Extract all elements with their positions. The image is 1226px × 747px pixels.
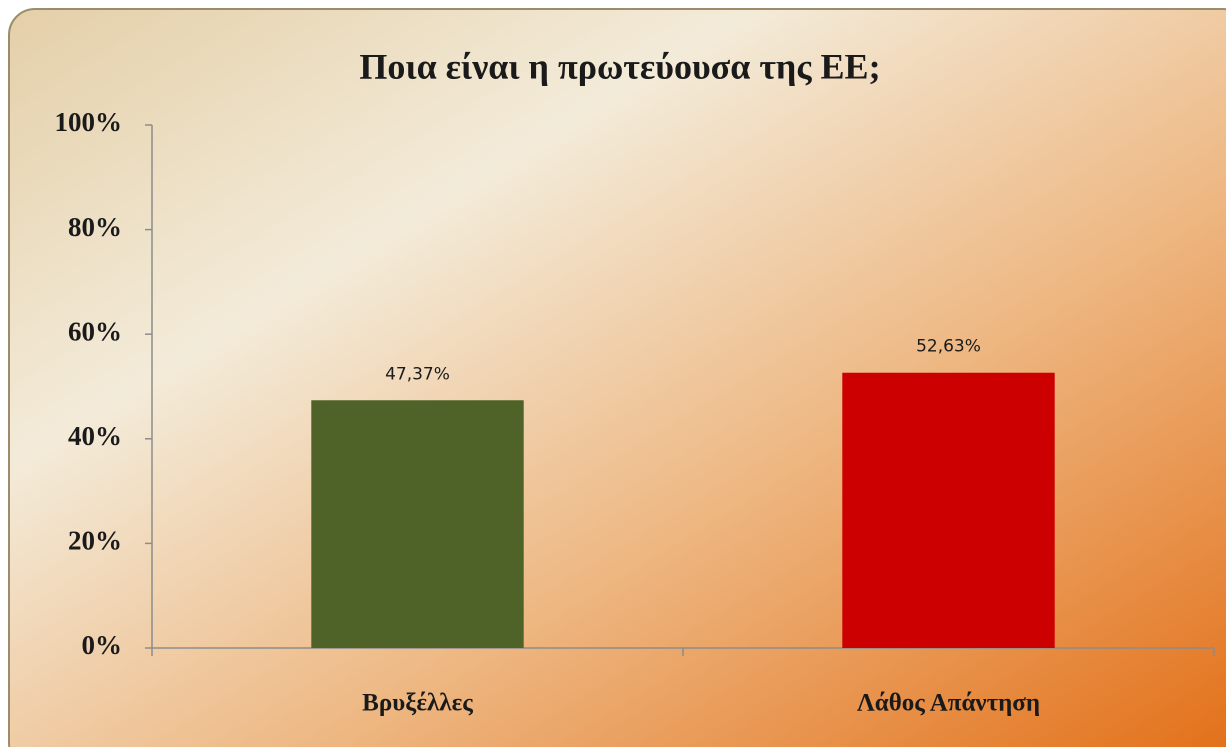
y-tick-label: 0% [82,630,123,660]
x-tick-label: Βρυξέλλες [362,690,473,717]
bar [311,400,524,648]
y-tick-label: 20% [68,526,122,556]
y-tick-label: 40% [68,421,122,451]
x-tick-label: Λάθος Απάντηση [857,690,1040,717]
data-label: 52,63% [916,337,981,357]
y-tick-label: 100% [55,107,123,137]
y-tick-label: 60% [68,316,122,346]
data-label: 47,37% [385,364,450,384]
y-tick-label: 80% [68,212,122,242]
chart-title: Ποια είναι η πρωτεύουσα της ΕΕ; [359,46,880,86]
bar [842,372,1055,648]
